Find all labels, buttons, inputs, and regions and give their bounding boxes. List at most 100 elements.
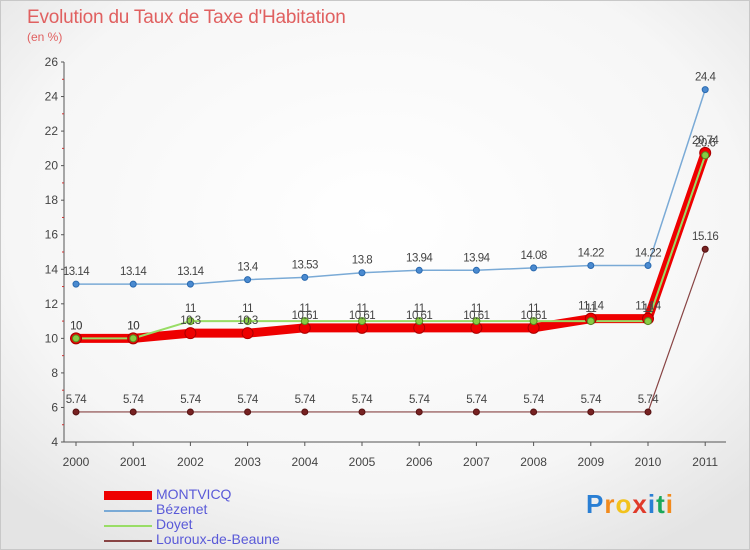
data-point-doyet bbox=[186, 317, 195, 326]
data-label-montvicq: 11.14 bbox=[578, 301, 605, 313]
data-point-louroux bbox=[530, 408, 538, 416]
y-tick-label: 22 bbox=[45, 124, 59, 138]
data-point-doyet bbox=[415, 317, 424, 326]
data-point-louroux bbox=[587, 408, 595, 416]
y-tick-label: 20 bbox=[45, 159, 59, 173]
y-tick-label: 8 bbox=[51, 366, 58, 380]
data-label-bezenet: 13.14 bbox=[120, 266, 147, 278]
data-label-doyet: 11 bbox=[185, 303, 196, 315]
y-tick-label: 6 bbox=[51, 400, 58, 414]
data-label-bezenet: 14.22 bbox=[578, 247, 604, 259]
data-point-bezenet bbox=[530, 264, 538, 272]
data-point-doyet bbox=[586, 317, 595, 326]
data-label-louroux: 5.74 bbox=[581, 394, 602, 406]
data-label-bezenet: 14.22 bbox=[635, 247, 661, 259]
y-tick-label: 26 bbox=[45, 55, 59, 69]
data-point-montvicq bbox=[241, 327, 254, 340]
data-label-louroux: 15.16 bbox=[692, 231, 718, 243]
data-point-doyet bbox=[129, 334, 138, 343]
y-tick-label: 10 bbox=[45, 331, 59, 345]
data-point-montvicq bbox=[184, 327, 197, 340]
x-tick-label: 2001 bbox=[120, 455, 147, 469]
legend-swatch-doyet bbox=[104, 525, 152, 527]
x-tick-label: 2002 bbox=[177, 455, 204, 469]
data-point-doyet bbox=[644, 317, 652, 326]
data-point-bezenet bbox=[587, 261, 595, 269]
data-label-louroux: 5.74 bbox=[295, 394, 316, 406]
y-tick-label: 4 bbox=[51, 435, 58, 449]
data-label-montvicq: 10.3 bbox=[180, 315, 200, 327]
data-point-bezenet bbox=[244, 276, 252, 284]
data-label-montvicq: 10.61 bbox=[520, 310, 546, 322]
data-point-bezenet bbox=[129, 280, 137, 288]
legend-swatch-louroux bbox=[104, 540, 152, 542]
data-label-louroux: 5.74 bbox=[523, 394, 544, 406]
data-label-montvicq: 10.61 bbox=[463, 310, 489, 322]
data-label-doyet: 11 bbox=[528, 303, 539, 315]
data-label-doyet: 11 bbox=[242, 303, 253, 315]
legend-label-bezenet: Bézenet bbox=[156, 501, 208, 517]
logo-letter: o bbox=[615, 489, 633, 519]
data-point-bezenet bbox=[644, 261, 652, 269]
data-label-doyet: 11 bbox=[414, 303, 425, 315]
data-label-louroux: 5.74 bbox=[409, 394, 430, 406]
data-label-montvicq: 20.74 bbox=[692, 135, 719, 147]
data-label-louroux: 5.74 bbox=[466, 394, 487, 406]
data-point-louroux bbox=[244, 408, 252, 416]
legend-label-doyet: Doyet bbox=[156, 516, 193, 532]
legend-swatch-bezenet bbox=[104, 510, 152, 512]
y-tick-label: 12 bbox=[45, 297, 59, 311]
data-point-bezenet bbox=[301, 273, 309, 281]
data-label-montvicq: 10 bbox=[127, 320, 139, 332]
legend-label-montvicq: MONTVICQ bbox=[156, 486, 232, 502]
data-label-montvicq: 10 bbox=[70, 320, 82, 332]
x-tick-label: 2010 bbox=[635, 455, 662, 469]
data-label-doyet: 11 bbox=[471, 303, 482, 315]
data-point-bezenet bbox=[472, 266, 480, 274]
data-label-montvicq: 10.3 bbox=[237, 315, 257, 327]
data-point-doyet bbox=[529, 317, 538, 326]
legend-swatch-montvicq bbox=[104, 491, 152, 500]
data-label-doyet: 11 bbox=[299, 303, 310, 315]
data-point-louroux bbox=[472, 408, 480, 416]
series-line-doyet bbox=[75, 154, 707, 340]
data-label-bezenet: 13.53 bbox=[292, 259, 318, 271]
data-label-bezenet: 13.94 bbox=[463, 252, 490, 264]
chart-unit-label: (en %) bbox=[27, 30, 63, 44]
data-point-louroux bbox=[186, 408, 194, 416]
data-label-bezenet: 13.94 bbox=[406, 252, 433, 264]
data-label-doyet: 11 bbox=[357, 303, 368, 315]
data-label-doyet: 20.6 bbox=[695, 137, 715, 149]
data-label-bezenet: 13.8 bbox=[352, 255, 372, 267]
x-tick-label: 2008 bbox=[520, 455, 547, 469]
logo-letter: i bbox=[647, 489, 657, 519]
data-label-bezenet: 14.08 bbox=[520, 250, 546, 262]
data-point-louroux bbox=[129, 408, 137, 416]
x-tick-label: 2004 bbox=[291, 455, 318, 469]
x-tick-label: 2003 bbox=[234, 455, 261, 469]
data-point-bezenet bbox=[358, 269, 366, 277]
data-point-louroux bbox=[72, 408, 80, 416]
data-point-bezenet bbox=[701, 86, 709, 94]
data-label-doyet: 11 bbox=[643, 303, 654, 315]
data-label-montvicq: 11.14 bbox=[635, 301, 662, 313]
data-point-doyet bbox=[472, 317, 481, 326]
data-point-bezenet bbox=[186, 280, 194, 288]
data-label-louroux: 5.74 bbox=[638, 394, 659, 406]
data-point-doyet bbox=[243, 317, 252, 326]
y-tick-label: 14 bbox=[45, 262, 59, 276]
x-tick-label: 2005 bbox=[349, 455, 376, 469]
data-label-louroux: 5.74 bbox=[180, 394, 201, 406]
data-label-louroux: 5.74 bbox=[237, 394, 258, 406]
data-label-montvicq: 10.61 bbox=[349, 310, 375, 322]
series-line-montvicq bbox=[71, 148, 710, 343]
x-tick-label: 2006 bbox=[406, 455, 433, 469]
x-tick-label: 2011 bbox=[692, 455, 718, 469]
data-label-louroux: 5.74 bbox=[66, 394, 87, 406]
data-point-bezenet bbox=[72, 280, 80, 288]
logo-letter: i bbox=[665, 489, 674, 519]
series-line-louroux bbox=[75, 248, 706, 413]
data-label-louroux: 5.74 bbox=[352, 394, 373, 406]
